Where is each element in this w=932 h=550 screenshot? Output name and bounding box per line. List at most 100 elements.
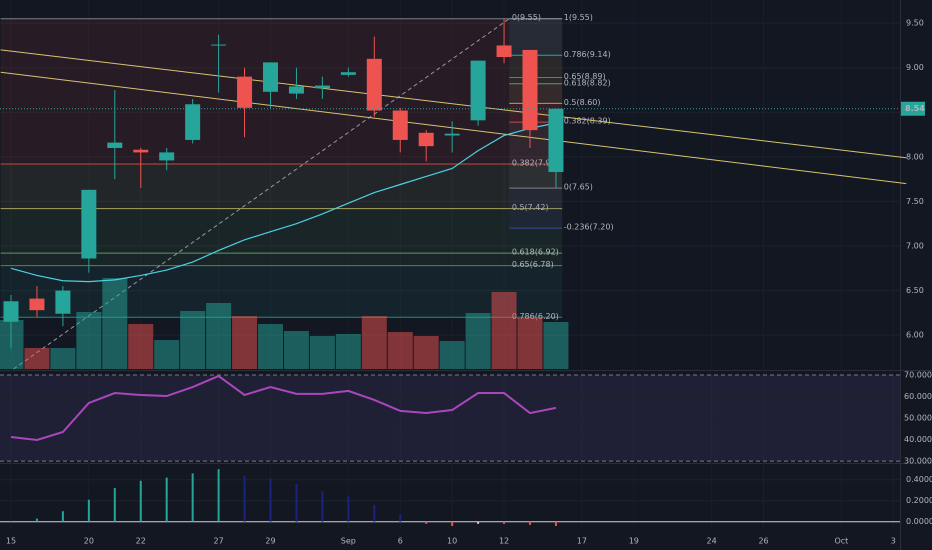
candle-body	[237, 76, 253, 108]
y-tick-label: 9.00	[906, 63, 924, 72]
y-tick-label: 60.0000	[904, 392, 932, 401]
y-tick-label: 7.00	[906, 242, 924, 251]
volume-bar	[387, 332, 413, 369]
volume-bar	[361, 316, 387, 369]
x-tick-label: 19	[629, 537, 639, 546]
fib-zone	[0, 18, 563, 164]
histogram-bar	[10, 521, 12, 523]
x-tick-label: 26	[758, 537, 768, 546]
volume-bar	[76, 312, 102, 369]
histogram-bar	[295, 483, 298, 522]
volume-bar	[24, 348, 50, 369]
candle-body	[470, 60, 486, 121]
histogram-bar	[373, 504, 376, 522]
fib-label: 0.382(8.39)	[564, 117, 611, 126]
candle-body	[29, 298, 45, 311]
volume-bar	[0, 320, 24, 369]
x-tick-label: 17	[577, 537, 587, 546]
x-tick-label: Oct	[834, 537, 848, 546]
y-tick-label: 6.00	[906, 331, 924, 340]
volume-bar	[283, 331, 309, 369]
volume-bar	[309, 336, 335, 369]
candle-body	[392, 110, 408, 140]
x-tick-label: Sep	[341, 537, 356, 546]
histogram-bar	[347, 496, 350, 522]
fib-label: 0.65(8.89)	[564, 72, 606, 81]
y-tick-label: 8.00	[906, 152, 924, 161]
fib-zone	[0, 253, 563, 266]
y-tick-label: 0.0000	[906, 517, 932, 526]
rsi-line	[10, 374, 557, 441]
trendline	[0, 49, 907, 159]
candle-body	[3, 301, 19, 322]
candle-body	[288, 86, 304, 94]
fib-trend	[13, 18, 510, 370]
moving-average	[10, 122, 557, 283]
fib-label: 0.786(9.14)	[564, 50, 611, 59]
fib-label: 0(9.55)	[512, 13, 541, 22]
x-tick-label: 15	[6, 537, 16, 546]
histogram-bar	[451, 521, 454, 526]
candle-body	[81, 189, 97, 259]
histogram-bar	[61, 511, 64, 522]
candle-body	[366, 58, 382, 111]
x-tick-label: 22	[136, 537, 146, 546]
candle-body	[263, 62, 278, 92]
last-price-badge	[901, 101, 925, 116]
volume-bar	[491, 292, 517, 369]
x-tick-label: 12	[499, 537, 509, 546]
candle-body	[522, 49, 538, 131]
fib-label: 1(9.55)	[564, 13, 593, 22]
volume-bar	[465, 313, 491, 369]
volume-bar	[128, 324, 154, 369]
histogram-bar	[191, 473, 194, 522]
histogram-bar	[87, 499, 90, 522]
volume-bar	[102, 278, 128, 369]
volume-bar	[180, 311, 206, 369]
fib-label: 0.5(8.60)	[564, 98, 601, 107]
fib-label: 0.786(6.20)	[512, 312, 559, 321]
candle-body	[211, 44, 227, 46]
fib-label: 0.5(7.42)	[512, 203, 549, 212]
volume-bar	[232, 316, 258, 369]
candle-body	[418, 132, 434, 147]
histogram-bar	[243, 475, 246, 522]
y-tick-label: 50.0000	[904, 414, 932, 423]
histogram-bar	[217, 469, 220, 522]
y-tick-label: 9.50	[906, 19, 924, 28]
fib-zone	[509, 188, 563, 229]
volume-bar	[258, 324, 283, 369]
candle-body	[159, 152, 175, 161]
volume-bar	[206, 303, 232, 369]
histogram-bar	[139, 480, 142, 522]
histogram-bar	[35, 518, 38, 522]
histogram-bar	[321, 491, 324, 522]
volume-bar	[335, 334, 361, 369]
volume-bar	[517, 318, 543, 369]
candle-body	[548, 108, 564, 173]
y-tick-label: 7.50	[906, 197, 924, 206]
volume-bar	[543, 322, 569, 369]
histogram-bar	[269, 478, 272, 522]
histogram-bar	[529, 521, 531, 525]
volume-bar	[154, 340, 180, 369]
fib-label: 0.382(7.92)	[512, 159, 559, 168]
y-tick-label: 40.0000	[904, 435, 932, 444]
x-tick-label: 27	[214, 537, 224, 546]
fib-label: 0.618(6.92)	[512, 248, 559, 257]
histogram-bar	[165, 477, 168, 522]
x-tick-label: 3	[891, 537, 896, 546]
last-price-label: 8.54	[905, 104, 925, 113]
histogram-bar	[554, 521, 557, 526]
histogram-bar	[425, 521, 428, 524]
x-tick-label: 24	[707, 537, 717, 546]
y-tick-label: 30.0000	[904, 457, 932, 466]
candle-body	[55, 290, 71, 314]
x-tick-label: 29	[265, 537, 275, 546]
candle-body	[340, 72, 356, 75]
histogram-bar	[503, 521, 506, 524]
fib-label: 0(7.65)	[564, 183, 593, 192]
volume-bar	[50, 348, 76, 369]
fib-zone	[0, 265, 563, 318]
